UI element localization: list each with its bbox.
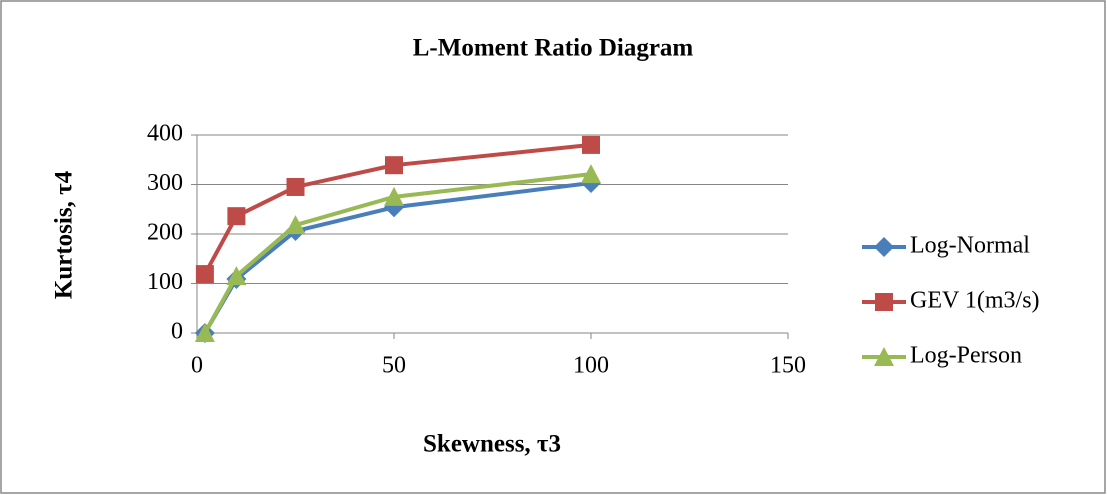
legend-label: GEV 1(m3/s) xyxy=(910,288,1040,314)
chart-title: L-Moment Ratio Diagram xyxy=(413,35,694,62)
x-axis-label: Skewness, τ3 xyxy=(423,431,561,458)
marker xyxy=(582,135,600,154)
marker xyxy=(194,323,215,342)
y-tick-label: 400 xyxy=(147,121,183,147)
marker xyxy=(227,207,246,226)
x-tick-label: 50 xyxy=(382,353,406,379)
marker xyxy=(226,266,247,286)
marker xyxy=(285,215,306,235)
marker xyxy=(286,177,305,196)
marker xyxy=(384,186,404,206)
marker xyxy=(385,156,403,175)
legend-marker xyxy=(874,347,894,366)
y-axis-label: Kurtosis, τ4 xyxy=(51,170,78,299)
marker xyxy=(195,265,214,284)
legend-marker xyxy=(874,237,894,257)
y-tick-label: 100 xyxy=(147,269,183,295)
x-tick-label: 100 xyxy=(573,353,609,379)
x-tick-label: 0 xyxy=(191,353,203,379)
y-tick-label: 300 xyxy=(147,170,183,196)
x-tick-label: 150 xyxy=(770,353,806,379)
legend-label: Log-Person xyxy=(910,343,1022,369)
y-tick-label: 200 xyxy=(147,220,183,246)
legend-marker xyxy=(875,293,893,311)
marker xyxy=(581,164,601,184)
legend-label: Log-Normal xyxy=(910,233,1030,259)
y-tick-label: 0 xyxy=(171,319,183,345)
